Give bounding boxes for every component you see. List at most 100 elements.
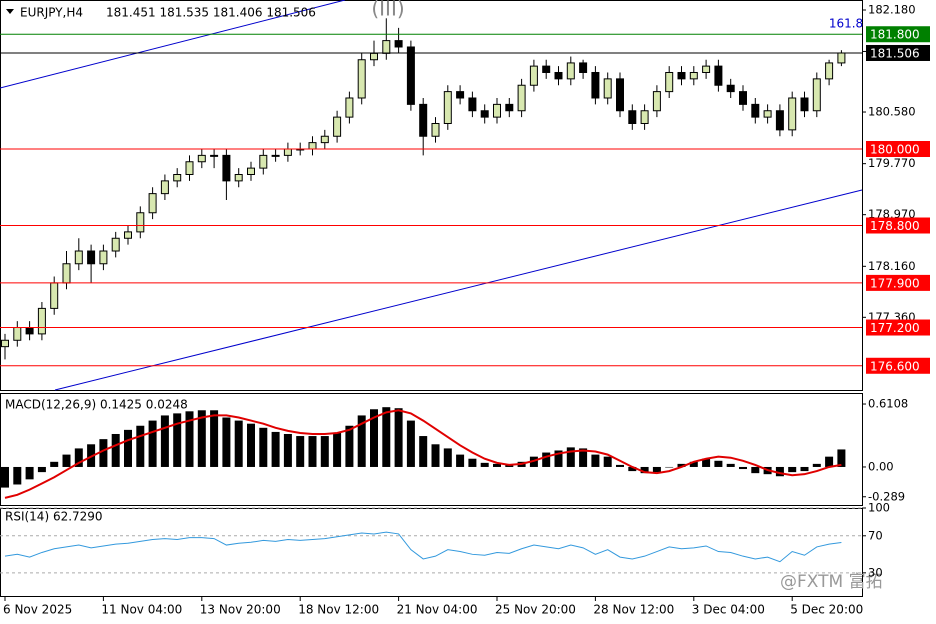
macd-bar — [37, 466, 46, 473]
candle-body — [493, 103, 501, 118]
macd-bar — [222, 417, 231, 467]
candle-body — [579, 62, 588, 73]
macd-bar — [542, 452, 551, 467]
x-tick-label: 3 Dec 04:00 — [692, 603, 765, 617]
macd-bar — [357, 415, 366, 467]
candle-body — [271, 154, 280, 157]
x-tick-label: 13 Nov 20:00 — [200, 603, 281, 617]
candle-body — [517, 84, 526, 112]
candle-body — [37, 307, 46, 335]
candle-body — [825, 62, 834, 80]
candle-body — [394, 40, 403, 48]
candle-body — [345, 97, 354, 118]
candle-body — [210, 154, 219, 157]
macd-bar — [591, 454, 600, 467]
macd-bar — [394, 408, 403, 467]
macd-bar — [333, 432, 342, 467]
candle-body — [775, 110, 784, 131]
level-box — [866, 319, 930, 336]
candle-body — [714, 65, 723, 86]
candle-body — [628, 110, 637, 124]
y-tick-label: 178.160 — [868, 259, 916, 273]
candle-body — [406, 46, 415, 105]
macd-bar — [628, 466, 637, 472]
candle-body — [74, 250, 83, 265]
y-tick-label: 182.180 — [868, 3, 916, 17]
candle-body — [357, 59, 366, 99]
candle-body — [124, 231, 132, 239]
level-label: 177.900 — [870, 276, 920, 290]
macd-bar — [160, 415, 169, 467]
candle-body — [505, 103, 514, 112]
y-tick-label: 0.6108 — [868, 397, 908, 411]
macd-bar — [247, 423, 255, 467]
candle-body — [320, 135, 329, 144]
candle-body — [197, 154, 206, 163]
candle-body — [431, 122, 440, 137]
channel-upper — [0, 0, 346, 89]
candle-body — [480, 110, 489, 118]
candle-body — [788, 97, 797, 131]
macd-bar — [554, 450, 563, 467]
macd-bar — [283, 433, 292, 467]
macd-bar — [825, 456, 834, 467]
macd-bar — [702, 458, 711, 467]
y-tick-label: 30 — [868, 565, 883, 579]
macd-bar — [210, 410, 219, 467]
y-tick-label: 180.580 — [868, 105, 916, 119]
main-pane — [0, 0, 863, 391]
macd-bar — [431, 444, 440, 467]
candle-body — [751, 103, 760, 118]
x-tick-label: 25 Nov 20:00 — [495, 603, 576, 617]
macd-bar — [640, 466, 649, 474]
macd-bar — [50, 461, 59, 467]
macd-bar — [419, 436, 428, 467]
macd-bar — [148, 420, 157, 467]
macd-bar — [714, 460, 723, 467]
y-tick-label: 179.770 — [868, 156, 916, 170]
candle-body — [763, 110, 772, 118]
candle-body — [234, 174, 243, 182]
rsi-pane — [0, 508, 863, 597]
macd-bar — [652, 466, 661, 473]
candle-body — [529, 65, 538, 86]
macd-bar — [788, 466, 797, 473]
candle-body — [800, 97, 809, 112]
macd-bar — [111, 433, 120, 467]
y-tick-label: 0.00 — [868, 459, 894, 473]
candle-body — [308, 142, 317, 150]
candle-body — [702, 65, 711, 73]
macd-bar — [800, 466, 809, 472]
y-tick-label: 100 — [868, 501, 890, 515]
header-prices: 181.451 181.535 181.406 181.506 — [106, 6, 316, 20]
macd-bar — [603, 456, 612, 467]
macd-label: MACD(12,26,9) 0.1425 0.0248 — [5, 398, 188, 412]
candle-body — [382, 40, 391, 54]
macd-bar — [505, 464, 514, 467]
macd-bar — [480, 462, 489, 467]
candle-body — [468, 97, 477, 112]
candle-body — [443, 91, 452, 124]
level-box — [866, 44, 930, 61]
level-box — [866, 357, 930, 374]
macd-bar — [689, 461, 698, 467]
candle-body — [677, 71, 686, 80]
macd-bar — [406, 420, 415, 467]
macd-bar — [739, 466, 747, 470]
macd-bar — [456, 454, 465, 467]
x-tick-label: 21 Nov 04:00 — [397, 603, 478, 617]
candle-body — [25, 327, 34, 335]
rsi-label: RSI(14) 62.7290 — [5, 510, 103, 524]
level-label: 181.800 — [870, 28, 920, 42]
candle-body — [837, 52, 846, 64]
candle-body — [222, 154, 231, 182]
macd-bar — [197, 410, 206, 467]
candle-body — [640, 110, 649, 124]
macd-bar — [25, 466, 34, 480]
level-box — [866, 26, 930, 43]
frames — [0, 0, 863, 597]
candle-body — [542, 65, 551, 73]
macd-bar — [468, 458, 477, 467]
macd-pane — [0, 393, 863, 506]
